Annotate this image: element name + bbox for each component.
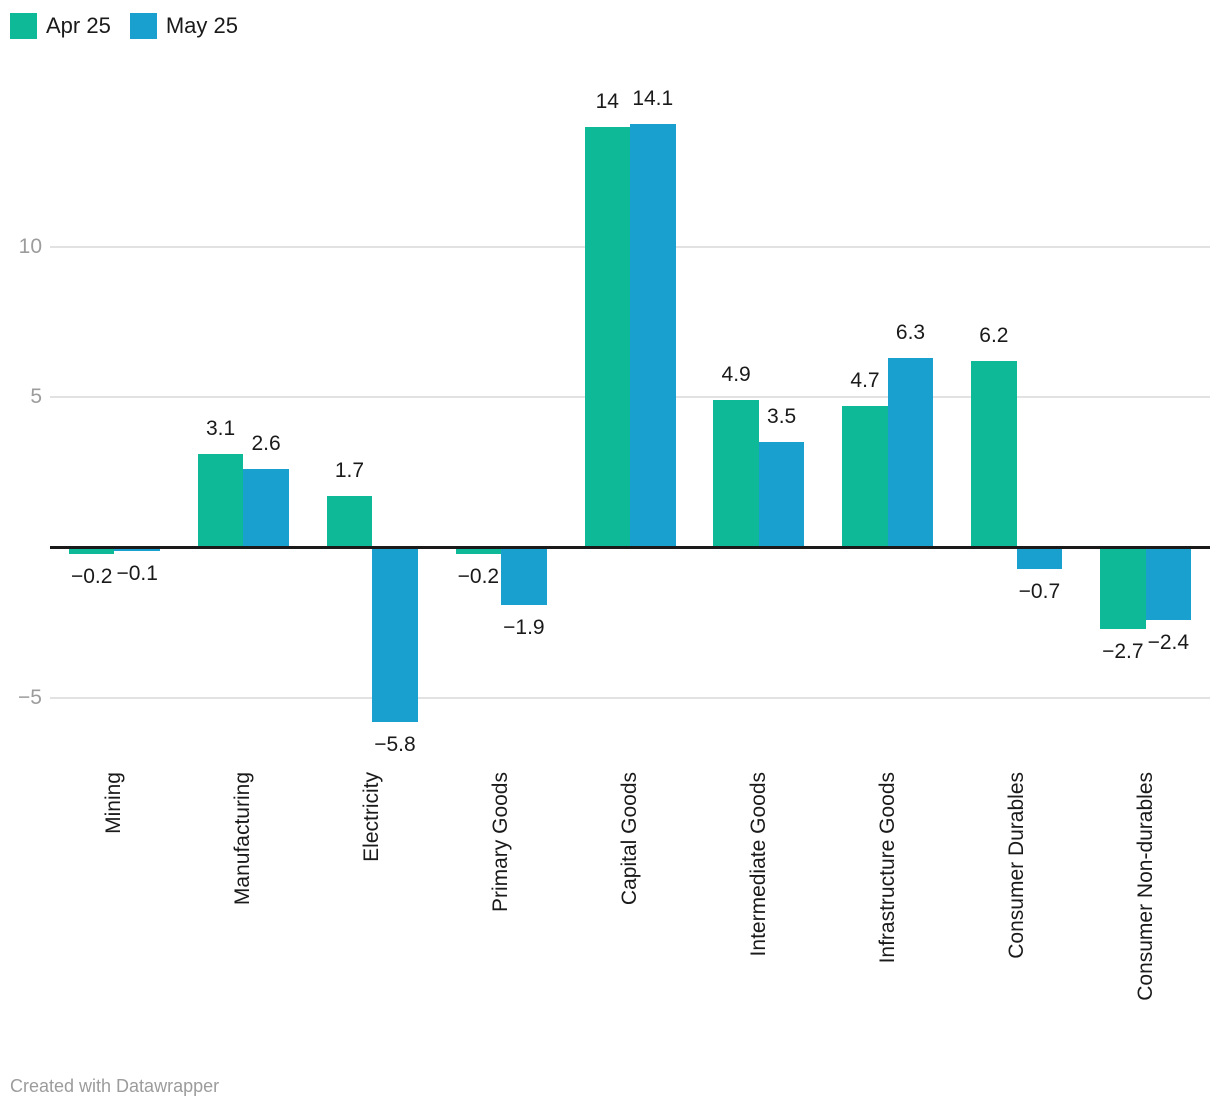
bar-value-label: −0.2 xyxy=(457,564,500,588)
x-axis-category-label: Capital Goods xyxy=(618,772,641,906)
bar-value-label: 1.7 xyxy=(334,459,365,483)
y-axis-tick-label: 5 xyxy=(30,385,42,409)
bar-value-label: 2.6 xyxy=(251,432,281,456)
bar-value-label: 4.9 xyxy=(721,363,751,387)
bar-value-label: 3.1 xyxy=(205,417,236,441)
footer-credit: Created with Datawrapper xyxy=(10,1076,220,1096)
x-axis-category-label: Intermediate Goods xyxy=(746,772,770,957)
legend-swatch xyxy=(10,13,37,39)
zero-baseline xyxy=(50,546,1210,549)
bar-apr-25 xyxy=(68,547,115,554)
bar-value-label: 14.1 xyxy=(632,86,674,110)
bar-value-label: 14 xyxy=(595,89,619,113)
bar-may-25 xyxy=(372,547,418,722)
x-axis-category-label: Primary Goods xyxy=(489,772,513,913)
bar-may-25 xyxy=(1145,547,1192,620)
bar-value-label: 6.2 xyxy=(979,324,1009,348)
bar-apr-25 xyxy=(197,454,244,548)
x-axis-category-label: Consumer Non-durables xyxy=(1133,772,1157,1001)
bar-value-label: −2.7 xyxy=(1102,639,1144,663)
bar-value-label: −2.4 xyxy=(1147,630,1190,654)
bar-apr-25 xyxy=(713,400,759,548)
bar-value-label: −1.9 xyxy=(503,615,545,639)
bar-may-25 xyxy=(501,547,547,605)
bar-value-label: 3.5 xyxy=(767,405,797,429)
bar-may-25 xyxy=(1016,547,1063,569)
legend-item: May 25 xyxy=(129,13,238,39)
bar-value-label: −0.2 xyxy=(70,564,113,588)
y-axis-tick-label: −5 xyxy=(18,685,42,709)
legend: Apr 25 May 25 xyxy=(10,13,238,39)
bar-may-25 xyxy=(887,358,934,548)
x-axis-category-label: Consumer Durables xyxy=(1004,772,1028,959)
bar-value-label: −5.8 xyxy=(374,732,416,756)
legend-label: May 25 xyxy=(165,13,238,38)
bar-value-label: 4.7 xyxy=(850,369,880,393)
bar-value-label: −0.1 xyxy=(116,561,158,585)
bar-apr-25 xyxy=(971,361,1017,548)
x-axis-category-label: Infrastructure Goods xyxy=(875,772,899,964)
bar-apr-25 xyxy=(842,406,888,548)
bar-may-25 xyxy=(630,123,676,548)
legend-label: Apr 25 xyxy=(46,13,111,38)
bar-apr-25 xyxy=(1100,547,1146,629)
bar-apr-25 xyxy=(326,496,373,548)
legend-swatch xyxy=(129,13,157,39)
y-axis-tick-label: 10 xyxy=(18,234,42,258)
x-axis-category-label: Manufacturing xyxy=(231,772,255,906)
bar-may-25 xyxy=(243,469,289,548)
bar-value-label: −0.7 xyxy=(1018,579,1061,603)
bar-value-label: 6.3 xyxy=(895,321,926,345)
x-axis-category-label: Mining xyxy=(102,772,126,834)
x-axis-category-label: Electricity xyxy=(360,772,384,862)
legend-item: Apr 25 xyxy=(10,13,111,39)
gridline xyxy=(50,696,1210,699)
bar-may-25 xyxy=(114,547,160,551)
bar-may-25 xyxy=(758,442,805,548)
bar-apr-25 xyxy=(455,547,502,554)
bar-apr-25 xyxy=(584,126,630,548)
